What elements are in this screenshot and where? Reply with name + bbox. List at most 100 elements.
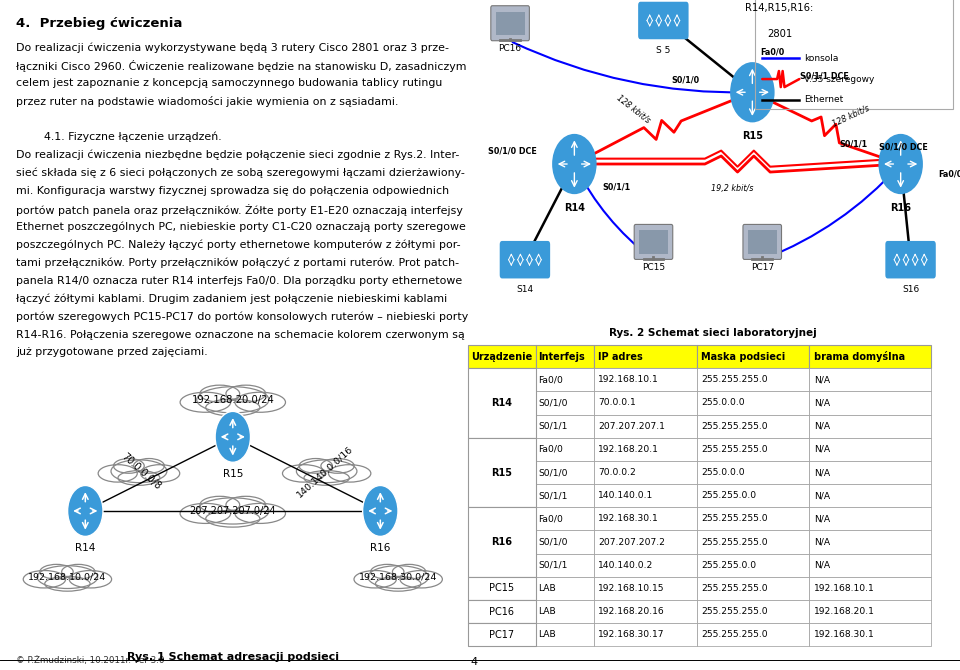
Bar: [697, 484, 808, 507]
Text: © P.Żmudzinski, 10.2011r. ver 3.0: © P.Żmudzinski, 10.2011r. ver 3.0: [16, 657, 165, 665]
Text: N/A: N/A: [814, 399, 829, 407]
Bar: [697, 369, 808, 391]
Bar: [593, 577, 697, 600]
Bar: [808, 438, 930, 461]
Text: tami przełączników. Porty przełączników połączyć z portami ruterów. Prot patch-: tami przełączników. Porty przełączników …: [16, 258, 460, 268]
Text: 70.0.0.1: 70.0.0.1: [598, 399, 636, 407]
Text: R15: R15: [492, 468, 513, 478]
Text: N/A: N/A: [814, 491, 829, 500]
FancyBboxPatch shape: [885, 241, 936, 279]
Text: celem jest zapoznanie z koncepcją samoczynnego budowania tablicy rutingu: celem jest zapoznanie z koncepcją samocz…: [16, 78, 443, 88]
Text: Fa0/0: Fa0/0: [760, 48, 784, 56]
Text: 192.168.30.0/24: 192.168.30.0/24: [359, 573, 438, 582]
Text: S0/1/1: S0/1/1: [539, 491, 567, 500]
Text: PC16: PC16: [498, 44, 521, 54]
Text: 140.140.0.2: 140.140.0.2: [598, 561, 653, 570]
Bar: [593, 391, 697, 415]
Text: PC16: PC16: [490, 606, 515, 616]
Text: S0/1/0: S0/1/0: [539, 468, 567, 477]
Ellipse shape: [226, 496, 266, 513]
Bar: [468, 577, 536, 600]
Text: 192.168.20.1: 192.168.20.1: [814, 607, 875, 616]
Text: 255.255.255.0: 255.255.255.0: [702, 630, 768, 639]
Text: LAB: LAB: [539, 607, 556, 616]
Circle shape: [215, 411, 251, 462]
Ellipse shape: [69, 571, 111, 588]
Bar: [495, 12, 525, 35]
Text: Fa0/0: Fa0/0: [539, 515, 563, 523]
Text: panela R14/0 oznacza ruter R14 interfejs Fa0/0. Dla porządku porty ethernetowe: panela R14/0 oznacza ruter R14 interfejs…: [16, 275, 463, 285]
Text: LAB: LAB: [539, 630, 556, 639]
Bar: [468, 345, 536, 369]
Text: PC15: PC15: [470, 584, 494, 593]
Bar: [468, 484, 536, 507]
Text: N/A: N/A: [814, 537, 829, 547]
Bar: [748, 230, 777, 254]
Text: Fa0/0: Fa0/0: [539, 375, 563, 385]
Bar: [536, 484, 593, 507]
Text: 255.255.255.0: 255.255.255.0: [702, 375, 768, 385]
Bar: [808, 484, 930, 507]
Ellipse shape: [140, 465, 180, 482]
Text: 255.255.0.0: 255.255.0.0: [702, 561, 756, 570]
Text: 255.255.0.0: 255.255.0.0: [702, 491, 756, 500]
Bar: [536, 623, 593, 647]
Ellipse shape: [37, 565, 98, 588]
Bar: [697, 600, 808, 623]
Ellipse shape: [300, 458, 332, 473]
Text: 192.168.30.1: 192.168.30.1: [598, 515, 659, 523]
Text: 192.168.10.1: 192.168.10.1: [814, 584, 875, 593]
Ellipse shape: [111, 460, 167, 482]
Text: przez ruter na podstawie wiadomości jakie wymienia on z sąsiadami.: przez ruter na podstawie wiadomości jaki…: [16, 96, 398, 107]
Text: IP adres: IP adres: [598, 352, 642, 362]
Text: Maska podsieci: Maska podsieci: [702, 352, 785, 362]
Text: 207.207.207.1: 207.207.207.1: [598, 421, 664, 431]
FancyArrowPatch shape: [513, 42, 750, 92]
Ellipse shape: [235, 392, 285, 412]
Text: R15: R15: [470, 445, 489, 454]
Text: konsola: konsola: [804, 54, 839, 63]
FancyBboxPatch shape: [635, 224, 673, 259]
FancyArrowPatch shape: [765, 166, 899, 259]
Text: 192.168.20.0/24: 192.168.20.0/24: [191, 395, 275, 405]
Text: 70.0.0.0/8: 70.0.0.0/8: [120, 451, 163, 491]
Bar: [536, 600, 593, 623]
Ellipse shape: [354, 571, 396, 588]
Text: S16: S16: [902, 285, 919, 294]
Ellipse shape: [197, 387, 269, 413]
Bar: [536, 438, 593, 461]
Text: R14: R14: [564, 203, 585, 213]
Bar: [536, 391, 593, 415]
Text: V.35 szeregowy: V.35 szeregowy: [804, 74, 875, 84]
Text: Rys. 2 Schemat sieci laboratoryjnej: Rys. 2 Schemat sieci laboratoryjnej: [609, 328, 817, 338]
Bar: [468, 553, 536, 577]
Ellipse shape: [200, 496, 240, 513]
Text: 255.255.255.0: 255.255.255.0: [702, 537, 768, 547]
Bar: [638, 230, 668, 254]
Text: R16: R16: [890, 203, 911, 213]
Bar: [593, 484, 697, 507]
Bar: [593, 438, 697, 461]
Bar: [697, 391, 808, 415]
Ellipse shape: [113, 458, 144, 473]
Bar: [808, 577, 930, 600]
Text: 192.168.30.17: 192.168.30.17: [598, 630, 664, 639]
Bar: [468, 369, 536, 438]
Bar: [593, 553, 697, 577]
Text: Ethernet poszczególnych PC, niebieskie porty C1-C20 oznaczają porty szeregowe: Ethernet poszczególnych PC, niebieskie p…: [16, 222, 467, 232]
Text: 207.207.207.0/24: 207.207.207.0/24: [189, 506, 276, 516]
Text: R14-R16. Połączenia szeregowe oznaczone na schemacie kolorem czerwonym są: R14-R16. Połączenia szeregowe oznaczone …: [16, 330, 465, 340]
Text: 255.255.255.0: 255.255.255.0: [702, 445, 768, 454]
Ellipse shape: [205, 399, 260, 416]
Bar: [697, 438, 808, 461]
Bar: [468, 531, 536, 553]
Text: S0/1/0 DCE: S0/1/0 DCE: [489, 146, 537, 155]
Text: 192.168.10.15: 192.168.10.15: [598, 584, 664, 593]
Text: łączyć żółtymi kablami. Drugim zadaniem jest połączenie niebieskimi kablami: łączyć żółtymi kablami. Drugim zadaniem …: [16, 293, 447, 304]
Text: Rys. 1 Schemat adresacji podsieci: Rys. 1 Schemat adresacji podsieci: [127, 652, 339, 662]
Text: S14: S14: [516, 285, 534, 294]
Text: 70.0.0.2: 70.0.0.2: [598, 468, 636, 477]
Ellipse shape: [197, 498, 269, 524]
FancyArrowPatch shape: [576, 167, 651, 258]
Bar: [536, 553, 593, 577]
